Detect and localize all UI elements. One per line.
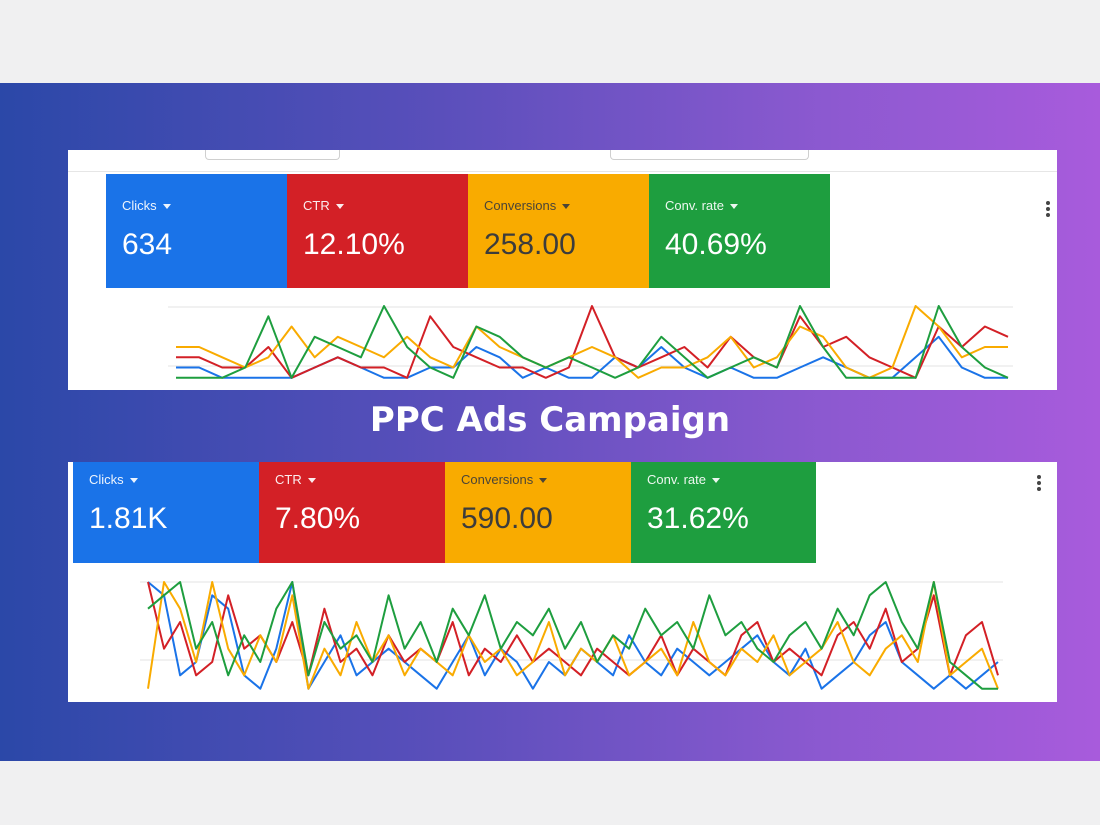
metric-value: 12.10%	[303, 228, 405, 261]
caret-down-icon	[335, 204, 344, 210]
caret-down-icon	[562, 204, 571, 210]
metric-label: Conversions	[461, 472, 548, 487]
caret-down-icon	[539, 478, 548, 484]
metric-label-text: CTR	[303, 198, 330, 213]
more-options-icon[interactable]	[1037, 475, 1041, 493]
metric-label: Clicks	[89, 472, 138, 487]
line-chart-top	[168, 305, 1013, 379]
metric-label-text: Clicks	[122, 198, 157, 213]
metric-tile-clicks[interactable]: Clicks 634	[106, 174, 287, 288]
metric-label: Clicks	[122, 198, 171, 213]
metric-label-text: Conversions	[484, 198, 557, 213]
more-options-icon[interactable]	[1046, 201, 1050, 219]
series-line-conversions	[147, 581, 999, 690]
caret-down-icon	[129, 478, 138, 484]
metric-tile-conversions[interactable]: Conversions 590.00	[445, 462, 631, 563]
metric-value: 634	[122, 228, 173, 261]
metric-value: 258.00	[484, 228, 576, 261]
metric-label-text: Conversions	[461, 472, 534, 487]
toolbar-control[interactable]	[610, 150, 809, 160]
metric-label: Conv. rate	[647, 472, 721, 487]
line-chart-bottom	[140, 581, 1003, 690]
metric-label: CTR	[303, 198, 344, 213]
toolbar-control[interactable]	[205, 150, 340, 160]
metric-label-text: Conv. rate	[647, 472, 707, 487]
toolbar-strip	[68, 150, 1057, 172]
metric-value: 590.00	[461, 502, 553, 535]
metric-label: Conversions	[484, 198, 571, 213]
metric-label: CTR	[275, 472, 316, 487]
metric-tile-clicks[interactable]: Clicks 1.81K	[73, 462, 259, 563]
metric-value: 7.80%	[275, 502, 361, 535]
metric-tile-conv-rate[interactable]: Conv. rate 40.69%	[649, 174, 830, 288]
metric-label-text: CTR	[275, 472, 302, 487]
dashboard-panel-bottom: Clicks 1.81K CTR 7.80% Conversions 590.0…	[68, 462, 1057, 702]
metric-value: 40.69%	[665, 228, 767, 261]
caret-down-icon	[162, 204, 171, 210]
metric-value: 1.81K	[89, 502, 168, 535]
dashboard-panel-top: Clicks 634 CTR 12.10% Conversions 258.00…	[68, 150, 1057, 390]
metric-tile-conversions[interactable]: Conversions 258.00	[468, 174, 649, 288]
series-line-conv-rate	[176, 305, 1009, 379]
caret-down-icon	[730, 204, 739, 210]
metric-label: Conv. rate	[665, 198, 739, 213]
metric-tile-conv-rate[interactable]: Conv. rate 31.62%	[631, 462, 816, 563]
metric-tile-ctr[interactable]: CTR 7.80%	[259, 462, 445, 563]
metric-label-text: Clicks	[89, 472, 124, 487]
metric-tile-ctr[interactable]: CTR 12.10%	[287, 174, 468, 288]
series-line-conv-rate	[147, 581, 998, 690]
metric-value: 31.62%	[647, 502, 749, 535]
metric-label-text: Conv. rate	[665, 198, 725, 213]
caret-down-icon	[712, 478, 721, 484]
page-title: PPC Ads Campaign	[369, 400, 731, 440]
caret-down-icon	[307, 478, 316, 484]
series-line-ctr	[176, 305, 1009, 379]
